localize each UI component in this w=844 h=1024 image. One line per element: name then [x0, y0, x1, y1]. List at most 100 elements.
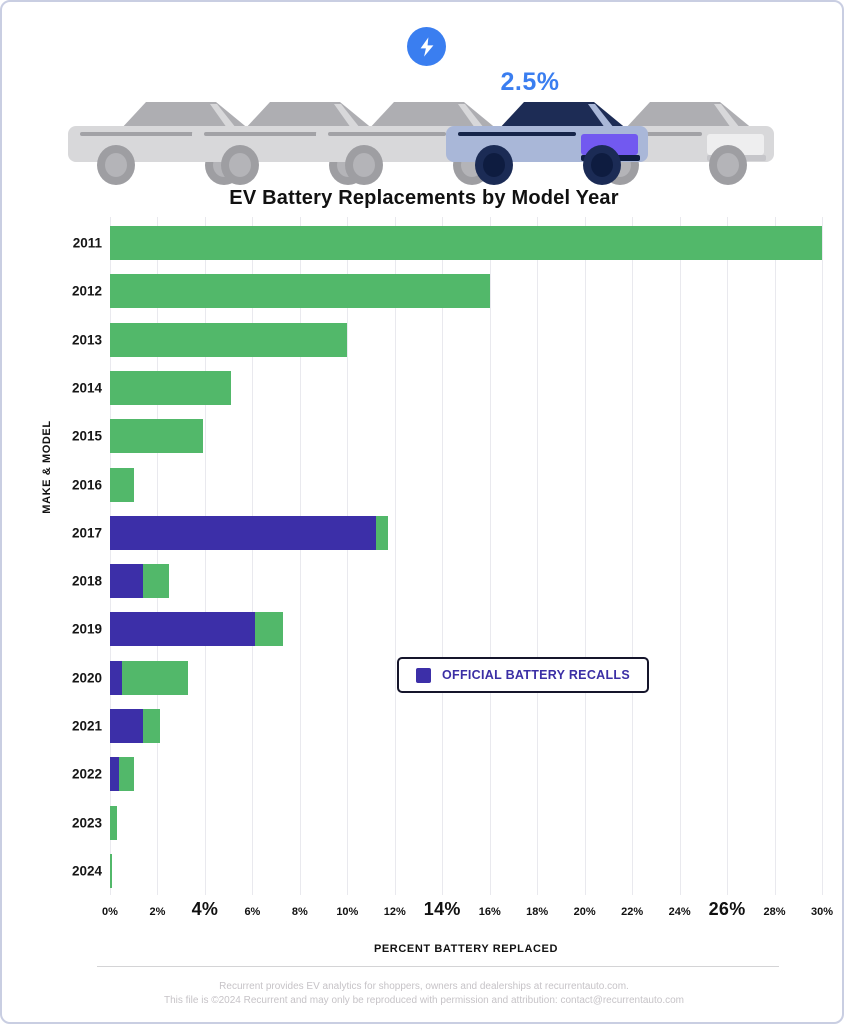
recall-bar-segment	[110, 757, 120, 792]
replacement-bar-segment	[110, 419, 203, 454]
year-label: 2018	[71, 573, 102, 589]
gridline	[632, 217, 634, 895]
x-tick-label: 4%	[191, 899, 219, 919]
x-tick-label: 20%	[573, 906, 596, 918]
replacement-bar-segment	[110, 322, 348, 357]
recall-bar-segment	[110, 612, 255, 647]
x-tick-label: 26%	[708, 899, 746, 919]
gridline	[299, 217, 301, 895]
replacement-bar-segment	[143, 564, 170, 599]
bar-row-2015: 2015	[72, 419, 822, 454]
bar-2011	[110, 226, 822, 260]
gridline	[727, 217, 729, 895]
gridline	[679, 217, 681, 895]
x-tick-label: 18%	[526, 906, 549, 918]
gridline	[157, 217, 159, 895]
bar-row-2024: 2024	[72, 853, 822, 888]
x-tick-label: 16%	[478, 906, 501, 918]
gridline	[774, 217, 776, 895]
cars-illustration	[68, 102, 774, 185]
bar-row-2018: 2018	[72, 564, 822, 599]
bar-2016	[110, 467, 134, 502]
bar-row-2013: 2013	[72, 322, 822, 357]
x-tick-label: 22%	[621, 906, 644, 918]
x-axis-ticks: 0% 2% 4% 6% 8% 10% 12% 14% 16% 18% 20% 22% 24% 26% 28%…	[102, 897, 833, 931]
replacement-bar-segment	[119, 757, 134, 792]
year-label: 2015	[71, 428, 102, 444]
gridline	[822, 217, 823, 895]
x-tick-label: 14%	[423, 899, 461, 919]
y-axis-label: MAKE & MODEL	[41, 420, 53, 514]
bar-2022	[110, 757, 134, 792]
recall-bar-segment	[110, 660, 122, 695]
bar-row-2022: 2022	[72, 757, 822, 792]
bar-row-2014: 2014	[72, 370, 822, 405]
bar-2023	[110, 805, 118, 840]
gridline	[347, 217, 349, 895]
x-tick-label: 12%	[383, 906, 406, 918]
highlight-percentage: 2.5%	[500, 68, 560, 96]
year-label: 2023	[71, 815, 102, 831]
bar-row-2017: 2017	[72, 515, 822, 550]
replacement-bar-segment	[110, 805, 118, 840]
footer-divider	[97, 966, 779, 967]
x-tick-label: 0%	[102, 906, 118, 918]
legend-label: OFFICIAL BATTERY RECALLS	[442, 668, 630, 682]
x-tick-label: 24%	[668, 906, 691, 918]
x-tick-label: 8%	[291, 906, 308, 918]
chart-title: EV Battery Replacements by Model Year	[229, 187, 619, 209]
x-tick-label: 2%	[149, 906, 166, 918]
year-label: 2024	[71, 863, 102, 879]
bar-row-2019: 2019	[72, 612, 822, 647]
legend-swatch	[416, 667, 431, 683]
year-label: 2014	[71, 380, 102, 396]
bar-2013	[110, 322, 348, 357]
recall-bar-segment	[110, 709, 144, 743]
bar-2021	[110, 709, 160, 743]
bar-row-2011: 2011	[73, 226, 822, 260]
year-label: 2013	[71, 332, 102, 348]
x-tick-label: 30%	[810, 906, 834, 918]
bar-2024	[110, 853, 113, 888]
gridline	[442, 217, 444, 895]
year-label: 2011	[72, 235, 102, 251]
bar-row-2016: 2016	[72, 467, 822, 502]
year-label: 2012	[71, 283, 102, 299]
bolt-glyph	[420, 36, 433, 57]
gridline	[537, 217, 539, 895]
recall-bar-segment	[110, 564, 144, 599]
year-label: 2020	[71, 670, 102, 686]
replacement-bar-segment	[143, 709, 160, 743]
x-tick-label: 28%	[763, 906, 786, 918]
replacement-bar-segment	[110, 370, 232, 405]
bar-2019	[110, 612, 284, 647]
replacement-bar-segment	[375, 515, 388, 550]
year-label: 2022	[71, 766, 102, 782]
replacement-bar-segment	[121, 660, 189, 695]
year-label: 2017	[71, 525, 102, 541]
footer-text-line2: This file is ©2024 Recurrent and may onl…	[164, 995, 684, 1006]
bar-2018	[110, 564, 170, 599]
legend-box: OFFICIAL BATTERY RECALLS	[397, 657, 649, 693]
bar-row-2023: 2023	[72, 805, 822, 840]
bar-row-2012: 2012	[72, 274, 822, 309]
replacement-bar-segment	[110, 226, 822, 260]
year-label: 2016	[71, 477, 102, 492]
replacement-bar-segment	[110, 467, 134, 502]
x-tick-label: 10%	[336, 906, 359, 918]
replacement-bar-segment	[110, 853, 113, 888]
bar-row-2021: 2021	[72, 709, 822, 743]
gridline	[252, 217, 254, 895]
bar-2014	[110, 370, 232, 405]
replacement-bar-segment	[110, 274, 490, 309]
recall-bar-segment	[110, 515, 376, 550]
footer-text-line1: Recurrent provides EV analytics for shop…	[219, 981, 629, 992]
gridline	[584, 217, 586, 895]
year-label: 2019	[71, 621, 102, 637]
plot-area: 2011 2012 2013 2014 2015 2016 2017 2018 2019 2020…	[72, 217, 823, 895]
bar-2020	[110, 660, 189, 695]
x-tick-label: 6%	[244, 906, 261, 918]
x-axis-label: PERCENT BATTERY REPLACED	[373, 943, 559, 955]
year-label: 2021	[71, 718, 102, 734]
